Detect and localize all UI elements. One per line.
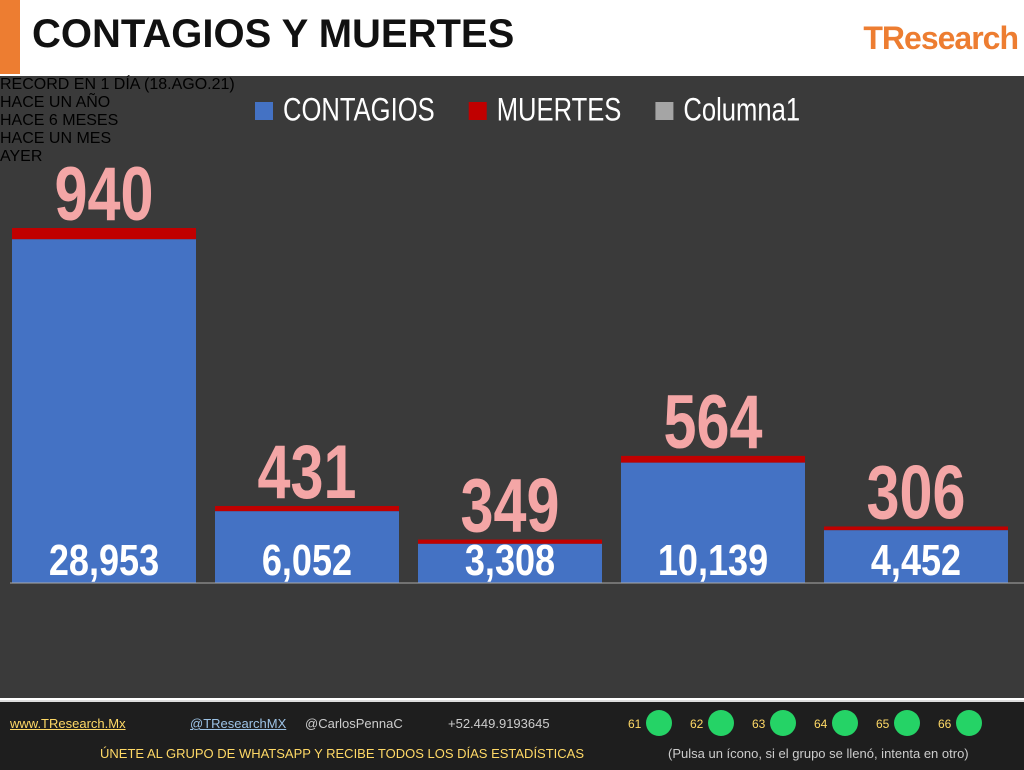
group-number: 61 (628, 717, 642, 731)
website[interactable]: www.TResearch.Mx (10, 716, 126, 731)
cta: ÚNETE AL GRUPO DE WHATSAPP Y RECIBE TODO… (100, 746, 585, 761)
legend-label: MUERTES (497, 93, 622, 128)
x-tick-label: HACE UN AÑO (0, 94, 111, 111)
group-number: 62 (690, 717, 704, 731)
personal: @CarlosPennaC (305, 716, 403, 731)
whatsapp-icon[interactable] (646, 710, 672, 736)
x-tick-label: HACE UN MES (0, 130, 112, 147)
legend-swatch (655, 102, 674, 120)
header: CONTAGIOS Y MUERTES TResearch (0, 0, 1024, 74)
group-number: 63 (752, 717, 766, 731)
logo: TResearch (863, 20, 1019, 56)
value-label: 3,308 (465, 536, 555, 585)
bar (12, 239, 196, 583)
bar (12, 228, 196, 240)
value-label: 306 (867, 450, 966, 535)
whatsapp-icon[interactable] (956, 710, 982, 736)
bar (824, 526, 1008, 531)
x-tick-label: HACE 6 MESES (0, 112, 119, 129)
bar (621, 455, 805, 463)
bar (824, 530, 1008, 583)
legend-label: CONTAGIOS (283, 93, 435, 128)
chart-area: CONTAGIOS MUERTES Columna1 28,953 940 6,052 43… (0, 76, 1024, 698)
x-tick-label: RECORD EN 1 DÍA (18.AGO.21) (0, 76, 235, 93)
group-number: 64 (814, 717, 828, 731)
legend-swatch (255, 102, 273, 120)
bar (621, 462, 805, 583)
group-number: 66 (938, 717, 952, 731)
value-label: 28,953 (49, 536, 159, 585)
whatsapp-icon[interactable] (894, 710, 920, 736)
bar (418, 539, 602, 544)
footer: www.TResearch.Mx @TResearchMX @CarlosPen… (0, 700, 1024, 770)
legend-swatch (468, 102, 487, 120)
value-label: 349 (461, 464, 560, 549)
value-label: 10,139 (658, 536, 768, 585)
chart: CONTAGIOS MUERTES Columna1 28,953 940 6,052 43… (10, 93, 1024, 585)
legend-label: Columna1 (683, 93, 800, 128)
x-tick-label: AYER (0, 148, 43, 165)
value-label: 940 (55, 152, 154, 237)
title: CONTAGIOS Y MUERTES (32, 12, 515, 56)
whatsapp-icon[interactable] (770, 710, 796, 736)
whatsapp-icon[interactable] (832, 710, 858, 736)
value-label: 431 (258, 430, 357, 515)
value-label: 6,052 (262, 536, 352, 585)
whatsapp-icon[interactable] (708, 710, 734, 736)
accent-bar (0, 0, 20, 74)
bar (418, 543, 602, 583)
value-label: 564 (664, 380, 763, 465)
group-number: 65 (876, 717, 890, 731)
bar (215, 506, 399, 512)
bar (215, 511, 399, 583)
twitter[interactable]: @TResearchMX (190, 716, 287, 731)
phone: +52.449.9193645 (448, 716, 550, 731)
value-label: 4,452 (871, 536, 961, 585)
note: (Pulsa un ícono, si el grupo se llenó, i… (668, 746, 969, 761)
